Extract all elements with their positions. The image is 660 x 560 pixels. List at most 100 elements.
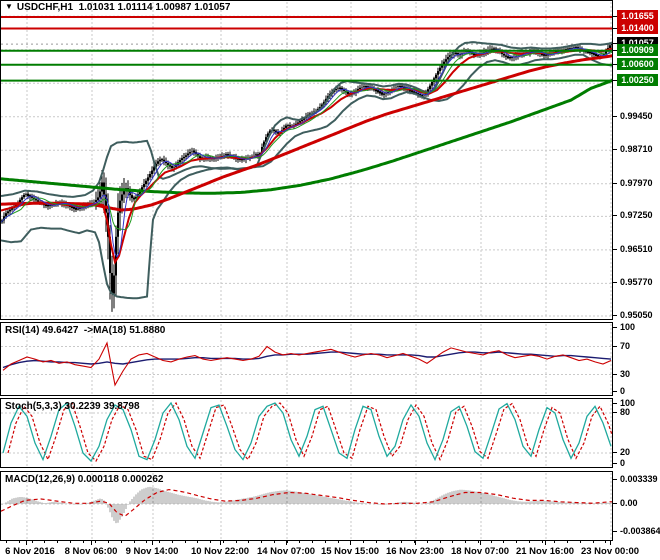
time-major-tick <box>91 541 92 545</box>
chart-title: ▼ USDCHF,H1 1.01031 1.01114 1.00987 1.010… <box>5 2 230 13</box>
axis-tick <box>613 373 617 375</box>
time-minor-tick <box>478 541 479 543</box>
stoch-signal-line <box>7 401 612 462</box>
time-minor-tick <box>223 541 224 543</box>
time-axis-label: 21 Nov 16:00 <box>515 546 575 557</box>
axis-tick <box>613 403 617 404</box>
time-axis-label: 6 Nov 2016 <box>5 546 55 557</box>
time-axis[interactable]: 6 Nov 2016 8 Nov 06:00 9 Nov 14:00 10 Nov 2… <box>0 541 639 560</box>
price-axis-label: 0.98710 <box>620 144 653 155</box>
stoch-axis-label: 80 <box>620 406 631 417</box>
time-minor-tick <box>554 541 555 543</box>
axis-tick <box>613 49 617 51</box>
time-minor-tick <box>274 541 275 543</box>
time-minor-tick <box>312 541 313 543</box>
time-major-tick <box>26 541 27 545</box>
rsi-panel: RSI(14) 49.6427 ->MA(18) 51.8880 <box>0 322 613 396</box>
price-badge-green: 1.00600 <box>617 57 658 70</box>
rsi-axis-label: 30 <box>620 368 631 379</box>
macd-axis-label: 0.003339 <box>620 473 658 484</box>
price-badge-red: 1.01655 <box>617 9 658 22</box>
time-minor-tick <box>159 541 160 543</box>
axis-tick <box>613 182 617 184</box>
axis-tick <box>613 79 617 81</box>
time-major-tick <box>350 541 351 545</box>
time-minor-tick <box>146 541 147 543</box>
price-chart-surface[interactable] <box>1 1 612 319</box>
rsi-chart-surface[interactable] <box>1 323 612 395</box>
axis-tick <box>613 215 617 217</box>
main-chart-panel: ▼ USDCHF,H1 1.01031 1.01114 1.00987 1.010… <box>0 0 613 320</box>
rsi-axis-label: 70 <box>620 340 631 351</box>
macd-panel: MACD(12,26,9) 0.000118 0.000262 <box>0 471 613 541</box>
time-axis-label: 15 Nov 15:00 <box>320 546 380 557</box>
time-minor-tick <box>427 541 428 543</box>
time-minor-tick <box>19 541 20 543</box>
time-minor-tick <box>363 541 364 543</box>
time-major-tick <box>220 541 221 545</box>
time-major-tick <box>152 541 153 545</box>
macd-axis-label: -0.003864 <box>620 525 660 536</box>
axis-tick <box>613 478 617 480</box>
chart-title-text: USDCHF,H1 1.01031 1.01114 1.00987 1.0105… <box>16 2 231 13</box>
time-minor-tick <box>172 541 173 543</box>
time-major-tick <box>610 541 611 545</box>
stoch-main-line <box>2 401 612 463</box>
ma-green-slow <box>1 78 612 195</box>
stochastic-chart-surface[interactable] <box>1 399 612 467</box>
bollinger-lower-band <box>1 53 612 300</box>
time-minor-tick <box>287 541 288 543</box>
stoch-axis-label: 0 <box>620 458 626 468</box>
rsi-line <box>2 341 612 387</box>
time-minor-tick <box>389 541 390 543</box>
price-axis-label: 0.95050 <box>620 310 653 320</box>
time-minor-tick <box>6 541 7 543</box>
price-badge-green: 1.00250 <box>617 73 658 86</box>
time-minor-tick <box>440 541 441 543</box>
price-axis-label: 0.97250 <box>620 210 653 221</box>
time-minor-tick <box>452 541 453 543</box>
time-minor-tick <box>57 541 58 543</box>
time-minor-tick <box>593 541 594 543</box>
time-minor-tick <box>70 541 71 543</box>
macd-axis-label: 0.00 <box>620 498 638 508</box>
time-minor-tick <box>210 541 211 543</box>
time-minor-tick <box>414 541 415 543</box>
time-minor-tick <box>325 541 326 543</box>
time-minor-tick <box>465 541 466 543</box>
axis-tick <box>613 282 617 284</box>
axis-tick <box>613 63 617 65</box>
time-axis-label: 14 Nov 07:00 <box>256 546 316 557</box>
time-minor-tick <box>248 541 249 543</box>
time-major-tick <box>415 541 416 545</box>
price-axis-label: 0.99450 <box>620 110 653 121</box>
time-minor-tick <box>580 541 581 543</box>
time-axis-label: 23 Nov 00:00 <box>580 546 640 557</box>
price-axis[interactable]: 0.99450 0.98710 0.97970 0.97250 0.96510 0.957… <box>613 0 660 560</box>
rsi-indicator-label: RSI(14) 49.6427 ->MA(18) 51.8880 <box>5 325 166 336</box>
axis-tick <box>613 451 617 453</box>
axis-tick <box>613 463 617 464</box>
macd-chart-surface[interactable] <box>1 472 612 540</box>
macd-histogram <box>1 486 612 524</box>
time-minor-tick <box>32 541 33 543</box>
time-minor-tick <box>95 541 96 543</box>
time-major-tick <box>480 541 481 545</box>
time-minor-tick <box>376 541 377 543</box>
symbol-dropdown-icon[interactable]: ▼ <box>5 2 13 11</box>
price-badge-green: 1.00909 <box>617 43 658 56</box>
axis-tick <box>613 115 617 117</box>
axis-tick <box>613 503 617 504</box>
bollinger-upper-band <box>1 41 612 198</box>
stoch-axis-label: 100 <box>620 398 636 408</box>
macd-signal-line <box>1 488 612 517</box>
time-minor-tick <box>605 541 606 543</box>
time-minor-tick <box>121 541 122 543</box>
price-badge-red: 1.01400 <box>617 21 658 34</box>
time-minor-tick <box>503 541 504 543</box>
time-axis-label: 18 Nov 07:00 <box>450 546 510 557</box>
time-major-tick <box>286 541 287 545</box>
macd-indicator-label: MACD(12,26,9) 0.000118 0.000262 <box>5 474 164 485</box>
axis-tick <box>613 315 617 316</box>
